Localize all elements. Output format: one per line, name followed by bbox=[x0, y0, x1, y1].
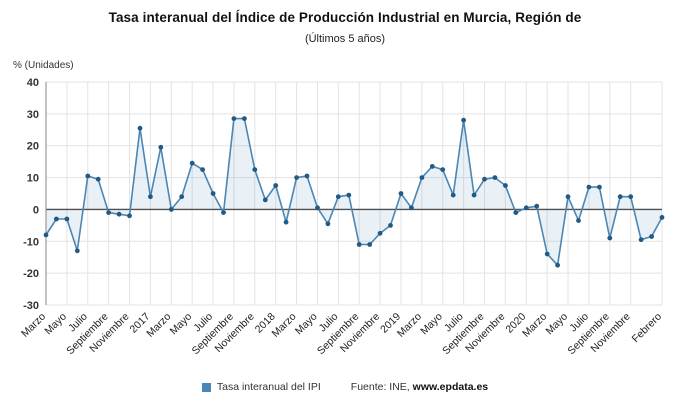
data-point bbox=[127, 213, 132, 219]
data-point bbox=[534, 203, 540, 209]
x-tick-label: Marzo bbox=[19, 311, 48, 340]
data-point bbox=[315, 205, 320, 211]
data-point bbox=[116, 211, 122, 217]
data-point bbox=[649, 234, 654, 239]
data-point bbox=[482, 176, 487, 182]
data-point bbox=[617, 194, 623, 200]
data-point bbox=[43, 232, 49, 238]
data-point bbox=[54, 216, 59, 222]
data-point bbox=[450, 192, 456, 198]
data-point bbox=[64, 216, 70, 222]
series-line bbox=[45, 117, 663, 266]
data-point bbox=[419, 175, 425, 180]
data-point bbox=[388, 223, 393, 228]
y-tick-label: 30 bbox=[27, 109, 39, 121]
data-point bbox=[168, 207, 174, 212]
data-point bbox=[106, 210, 111, 216]
data-point bbox=[283, 219, 289, 225]
x-tick-label: Mayo bbox=[42, 311, 69, 338]
data-point bbox=[576, 218, 581, 224]
x-tick-label: Marzo bbox=[270, 311, 299, 340]
data-point bbox=[492, 175, 498, 180]
data-point bbox=[179, 194, 185, 200]
data-point bbox=[294, 175, 299, 180]
source-text: Fuente: INE, www.epdata.es bbox=[351, 381, 488, 393]
data-point bbox=[148, 194, 153, 200]
y-tick-label: 10 bbox=[27, 173, 39, 185]
data-point bbox=[523, 205, 529, 211]
y-tick-label: -20 bbox=[23, 268, 39, 280]
data-point bbox=[74, 248, 80, 254]
data-point bbox=[513, 210, 519, 216]
data-point bbox=[335, 194, 341, 200]
x-tick-label: Mayo bbox=[293, 311, 320, 338]
data-point bbox=[544, 251, 550, 257]
y-tick-label: 0 bbox=[33, 204, 39, 216]
x-tick-label: Marzo bbox=[395, 311, 424, 340]
data-point bbox=[189, 160, 195, 166]
data-point bbox=[659, 215, 665, 220]
data-point bbox=[628, 194, 634, 200]
data-point bbox=[597, 184, 602, 190]
data-point bbox=[429, 164, 435, 169]
data-point bbox=[346, 192, 352, 198]
legend-label: Tasa interanual del IPI bbox=[216, 381, 321, 393]
x-tick-label: Marzo bbox=[144, 311, 173, 340]
data-point bbox=[565, 194, 571, 200]
data-point bbox=[242, 116, 247, 121]
chart-title: Tasa interanual del Índice de Producción… bbox=[108, 10, 582, 25]
chart-subtitle: (Últimos 5 años) bbox=[304, 33, 386, 45]
legend-item-ipi[interactable]: Tasa interanual del IPI bbox=[201, 381, 321, 393]
data-point bbox=[252, 167, 258, 172]
data-point bbox=[367, 242, 373, 247]
data-point bbox=[273, 183, 279, 188]
y-axis-unit-label: % (Unidades) bbox=[13, 60, 74, 71]
data-point bbox=[356, 242, 362, 247]
data-point bbox=[586, 184, 592, 190]
data-point bbox=[325, 221, 331, 227]
data-point bbox=[200, 167, 206, 172]
x-tick-label: Febrero bbox=[630, 311, 665, 346]
x-tick-label: Marzo bbox=[520, 311, 549, 340]
data-point bbox=[607, 235, 613, 241]
data-point bbox=[262, 197, 268, 203]
x-tick-label: Mayo bbox=[544, 311, 571, 338]
data-point bbox=[409, 205, 414, 211]
data-point bbox=[95, 176, 101, 182]
data-point bbox=[221, 210, 226, 216]
data-point bbox=[440, 167, 446, 172]
data-point bbox=[304, 173, 310, 179]
data-point bbox=[471, 192, 477, 198]
data-point bbox=[638, 237, 644, 243]
data-point bbox=[137, 125, 143, 131]
y-tick-label: 20 bbox=[27, 141, 39, 153]
y-tick-label: 40 bbox=[27, 77, 39, 89]
legend-row: Tasa interanual del IPI Fuente: INE, www… bbox=[0, 381, 690, 393]
x-tick-label: Mayo bbox=[168, 311, 195, 338]
source-site-link[interactable]: www.epdata.es bbox=[412, 381, 489, 393]
data-point bbox=[231, 116, 237, 121]
data-point bbox=[398, 191, 404, 196]
x-tick-label: Mayo bbox=[418, 311, 445, 338]
data-point bbox=[85, 173, 91, 179]
y-tick-label: -30 bbox=[23, 300, 39, 312]
legend-swatch-icon bbox=[201, 382, 211, 392]
chart-svg: 403020100-10-20-30MarzoMayoJulioSeptiemb… bbox=[19, 77, 665, 357]
data-point bbox=[210, 191, 216, 196]
data-point bbox=[158, 144, 164, 150]
data-point bbox=[461, 117, 466, 123]
source-prefix: Fuente: INE, bbox=[350, 381, 410, 393]
data-point bbox=[377, 230, 383, 236]
y-tick-label: -10 bbox=[23, 236, 39, 248]
data-point bbox=[503, 183, 508, 188]
data-point bbox=[555, 262, 560, 268]
